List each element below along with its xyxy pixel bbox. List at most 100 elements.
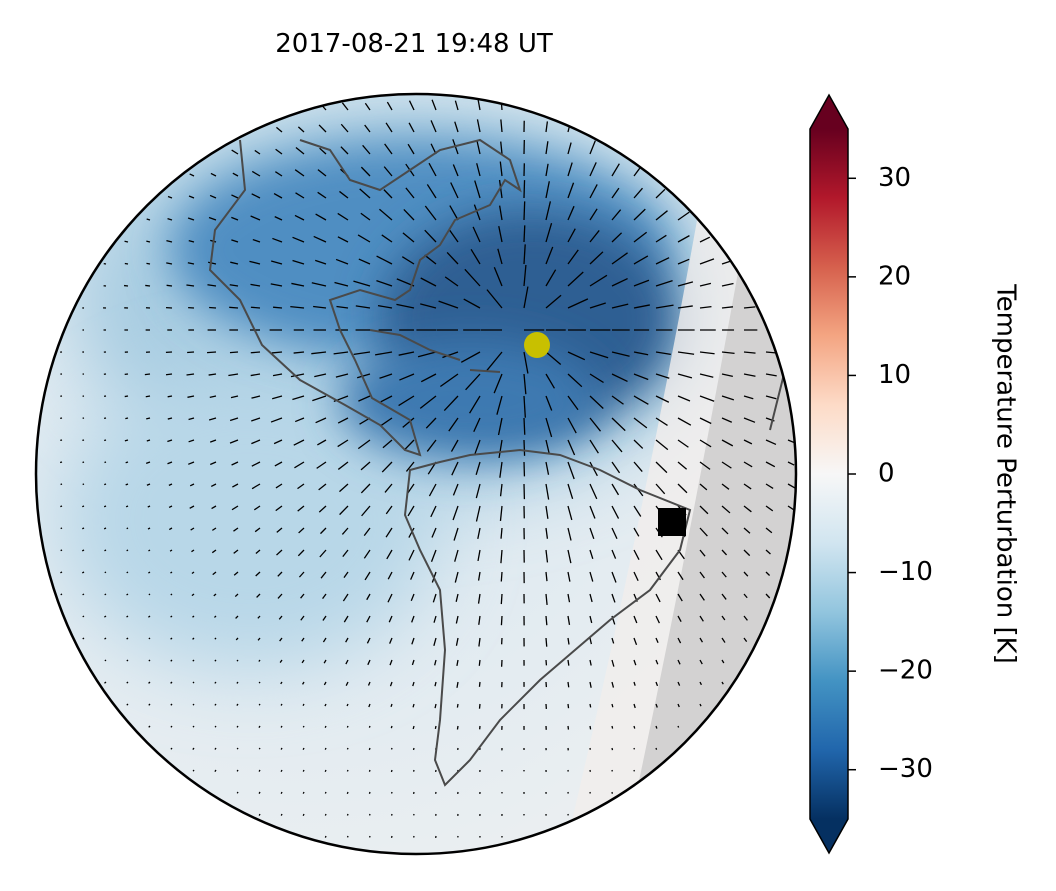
wind-vector xyxy=(524,201,525,220)
wind-vector xyxy=(524,225,525,242)
wind-vector xyxy=(82,572,84,573)
wind-vector xyxy=(127,704,128,705)
wind-vector xyxy=(237,770,238,771)
wind-vector xyxy=(127,572,128,573)
wind-vector xyxy=(146,396,150,397)
wind-vector xyxy=(104,506,106,507)
wind-vector xyxy=(369,748,370,750)
wind-vector xyxy=(237,792,238,793)
colorbar-tick-label: 30 xyxy=(878,163,911,193)
colorbar-tick-label: 0 xyxy=(878,459,895,489)
wind-vector xyxy=(325,792,326,793)
wind-vector xyxy=(215,638,216,639)
station-marker xyxy=(658,508,686,536)
wind-vector xyxy=(369,770,370,772)
wind-vector xyxy=(149,704,150,705)
wind-vector xyxy=(457,704,458,708)
wind-vector xyxy=(148,550,150,551)
colorbar-tick-label: 20 xyxy=(878,261,911,291)
wind-vector xyxy=(193,682,194,683)
wind-vector xyxy=(347,726,348,727)
wind-vector xyxy=(303,814,304,816)
wind-vector xyxy=(167,285,172,286)
globe xyxy=(30,90,820,870)
wind-vector xyxy=(259,814,260,816)
wind-vector xyxy=(273,307,282,308)
wind-vector xyxy=(303,704,304,706)
wind-vector xyxy=(149,594,150,595)
wind-vector xyxy=(148,572,150,573)
wind-vector xyxy=(127,528,128,529)
wind-vector xyxy=(125,396,128,397)
wind-vector xyxy=(125,263,128,264)
wind-vector xyxy=(391,704,392,707)
wind-vector xyxy=(83,638,84,639)
wind-vector xyxy=(126,506,128,507)
wind-vector xyxy=(127,638,128,639)
wind-vector xyxy=(83,594,84,595)
wind-vector xyxy=(347,704,348,706)
wind-vector xyxy=(61,528,62,529)
wind-vector xyxy=(105,638,106,639)
wind-vector xyxy=(413,704,414,707)
wind-vector xyxy=(104,528,106,529)
wind-vector xyxy=(259,792,260,794)
wind-vector xyxy=(215,704,216,705)
wind-vector xyxy=(325,814,326,816)
wind-vector xyxy=(82,528,84,529)
wind-vector xyxy=(435,704,436,708)
wind-vector xyxy=(325,836,326,838)
wind-vector xyxy=(546,616,547,625)
wind-vector xyxy=(127,594,128,595)
wind-vector xyxy=(259,660,260,661)
wind-vector xyxy=(259,704,260,705)
wind-vector xyxy=(171,638,172,639)
wind-vector xyxy=(251,307,260,308)
colorbar-tick-label: −10 xyxy=(878,557,933,587)
wind-vector xyxy=(237,726,238,727)
wind-vector xyxy=(251,352,260,353)
wind-vector xyxy=(171,594,172,595)
wind-vector xyxy=(215,726,216,727)
wind-vector xyxy=(207,352,216,353)
wind-vector xyxy=(127,616,128,617)
colorbar-tick-label: −30 xyxy=(878,754,933,784)
wind-vector xyxy=(105,594,106,595)
wind-vector xyxy=(215,682,216,683)
wind-vector xyxy=(281,748,282,750)
wind-vector xyxy=(325,748,326,750)
wind-vector xyxy=(524,180,525,198)
wind-vector xyxy=(104,550,106,551)
wind-vector xyxy=(149,660,150,661)
wind-vector xyxy=(215,660,216,661)
wind-vector xyxy=(501,594,502,604)
wind-vector xyxy=(369,726,370,728)
colorbar-body xyxy=(810,129,848,819)
wind-vector xyxy=(230,352,238,353)
wind-vector xyxy=(60,506,62,507)
wind-vector xyxy=(146,263,150,264)
wind-vector xyxy=(168,396,172,397)
wind-vector xyxy=(678,726,679,728)
wind-vector xyxy=(259,770,260,772)
wind-vector xyxy=(347,748,348,749)
wind-vector xyxy=(272,352,282,353)
wind-vector xyxy=(391,770,392,772)
wind-vector xyxy=(303,748,304,750)
wind-vector xyxy=(193,704,194,705)
wind-vector xyxy=(125,241,128,242)
wind-vector xyxy=(568,682,569,687)
wind-vector xyxy=(60,462,62,463)
wind-vector xyxy=(590,704,591,707)
wind-vector xyxy=(501,572,502,582)
wind-vector xyxy=(60,572,62,573)
wind-vector xyxy=(127,660,128,661)
wind-vector xyxy=(325,770,326,772)
wind-vector xyxy=(501,616,502,625)
wind-vector xyxy=(347,814,348,816)
wind-vector xyxy=(61,594,62,595)
wind-vector xyxy=(524,418,525,435)
wind-vector xyxy=(193,726,194,727)
wind-vector xyxy=(104,616,106,617)
